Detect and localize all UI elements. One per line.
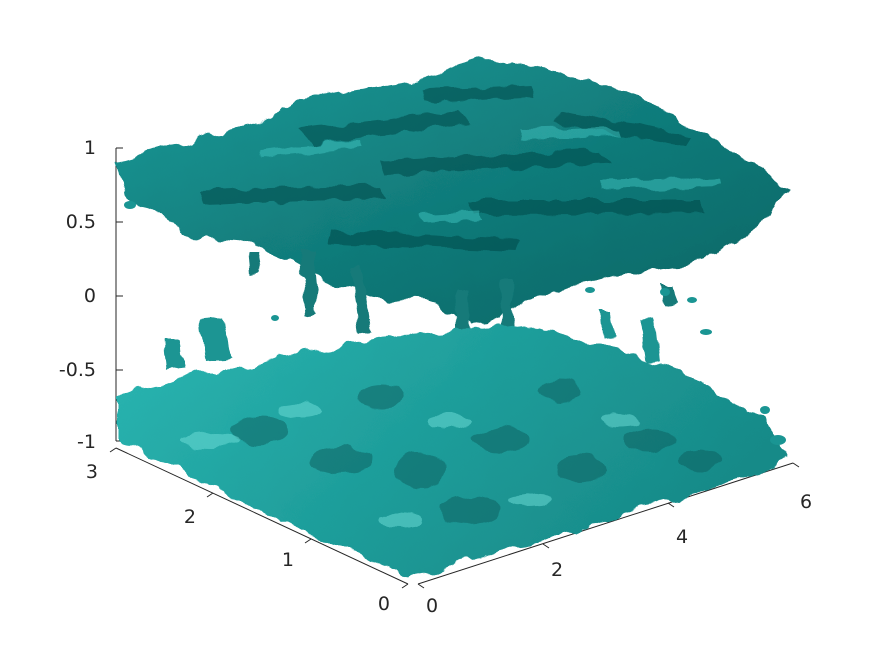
lower-vortex-layer (118, 310, 790, 578)
x-axis: 0 2 4 6 (417, 462, 812, 617)
x-tick-label: 2 (551, 559, 563, 581)
x-tick-label: 4 (676, 526, 688, 548)
upper-vortex-layer (118, 58, 790, 342)
y-tick-label: 2 (184, 506, 196, 528)
z-tick-label: 0 (84, 285, 96, 307)
z-tick-label: 0.5 (66, 211, 96, 233)
y-axis: 3 2 1 0 (86, 447, 409, 615)
z-axis: 1 0.5 0 -0.5 -1 (59, 137, 123, 453)
y-tick-label: 0 (378, 593, 390, 615)
y-tick-label: 1 (282, 549, 294, 571)
y-tick-label: 3 (86, 461, 98, 483)
x-tick-label: 0 (426, 595, 438, 617)
scattered-fragments (124, 201, 786, 445)
z-tick-label: -0.5 (59, 359, 96, 381)
x-tick-label: 6 (800, 491, 812, 513)
z-tick-label: 1 (84, 137, 96, 159)
z-tick-label: -1 (77, 431, 96, 453)
